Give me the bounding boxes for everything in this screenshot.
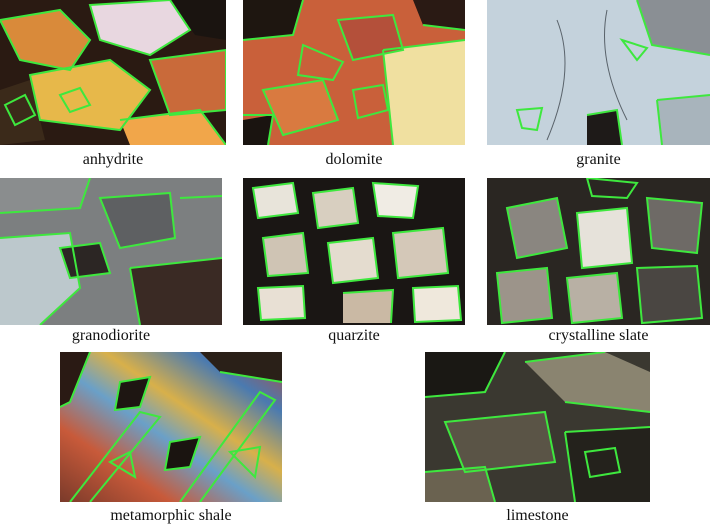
- image-limestone: [425, 352, 650, 502]
- image-granodiorite: [0, 178, 222, 325]
- caption-dolomite: dolomite: [325, 151, 383, 168]
- caption-granodiorite: granodiorite: [71, 327, 151, 344]
- image-granite: [487, 0, 710, 145]
- caption-granite: granite: [576, 151, 621, 168]
- caption-anhydrite: anhydrite: [82, 151, 144, 168]
- caption-metamorphic-shale: metamorphic shale: [110, 507, 232, 524]
- caption-crystalline-slate: crystalline slate: [548, 327, 649, 344]
- image-metamorphic-shale: [60, 352, 282, 502]
- image-crystalline-slate: [487, 178, 710, 325]
- image-quarzite: [243, 178, 465, 325]
- image-anhydrite: [0, 0, 226, 145]
- image-dolomite: [243, 0, 465, 145]
- caption-limestone: limestone: [506, 507, 569, 524]
- caption-quarzite: quarzite: [328, 327, 380, 344]
